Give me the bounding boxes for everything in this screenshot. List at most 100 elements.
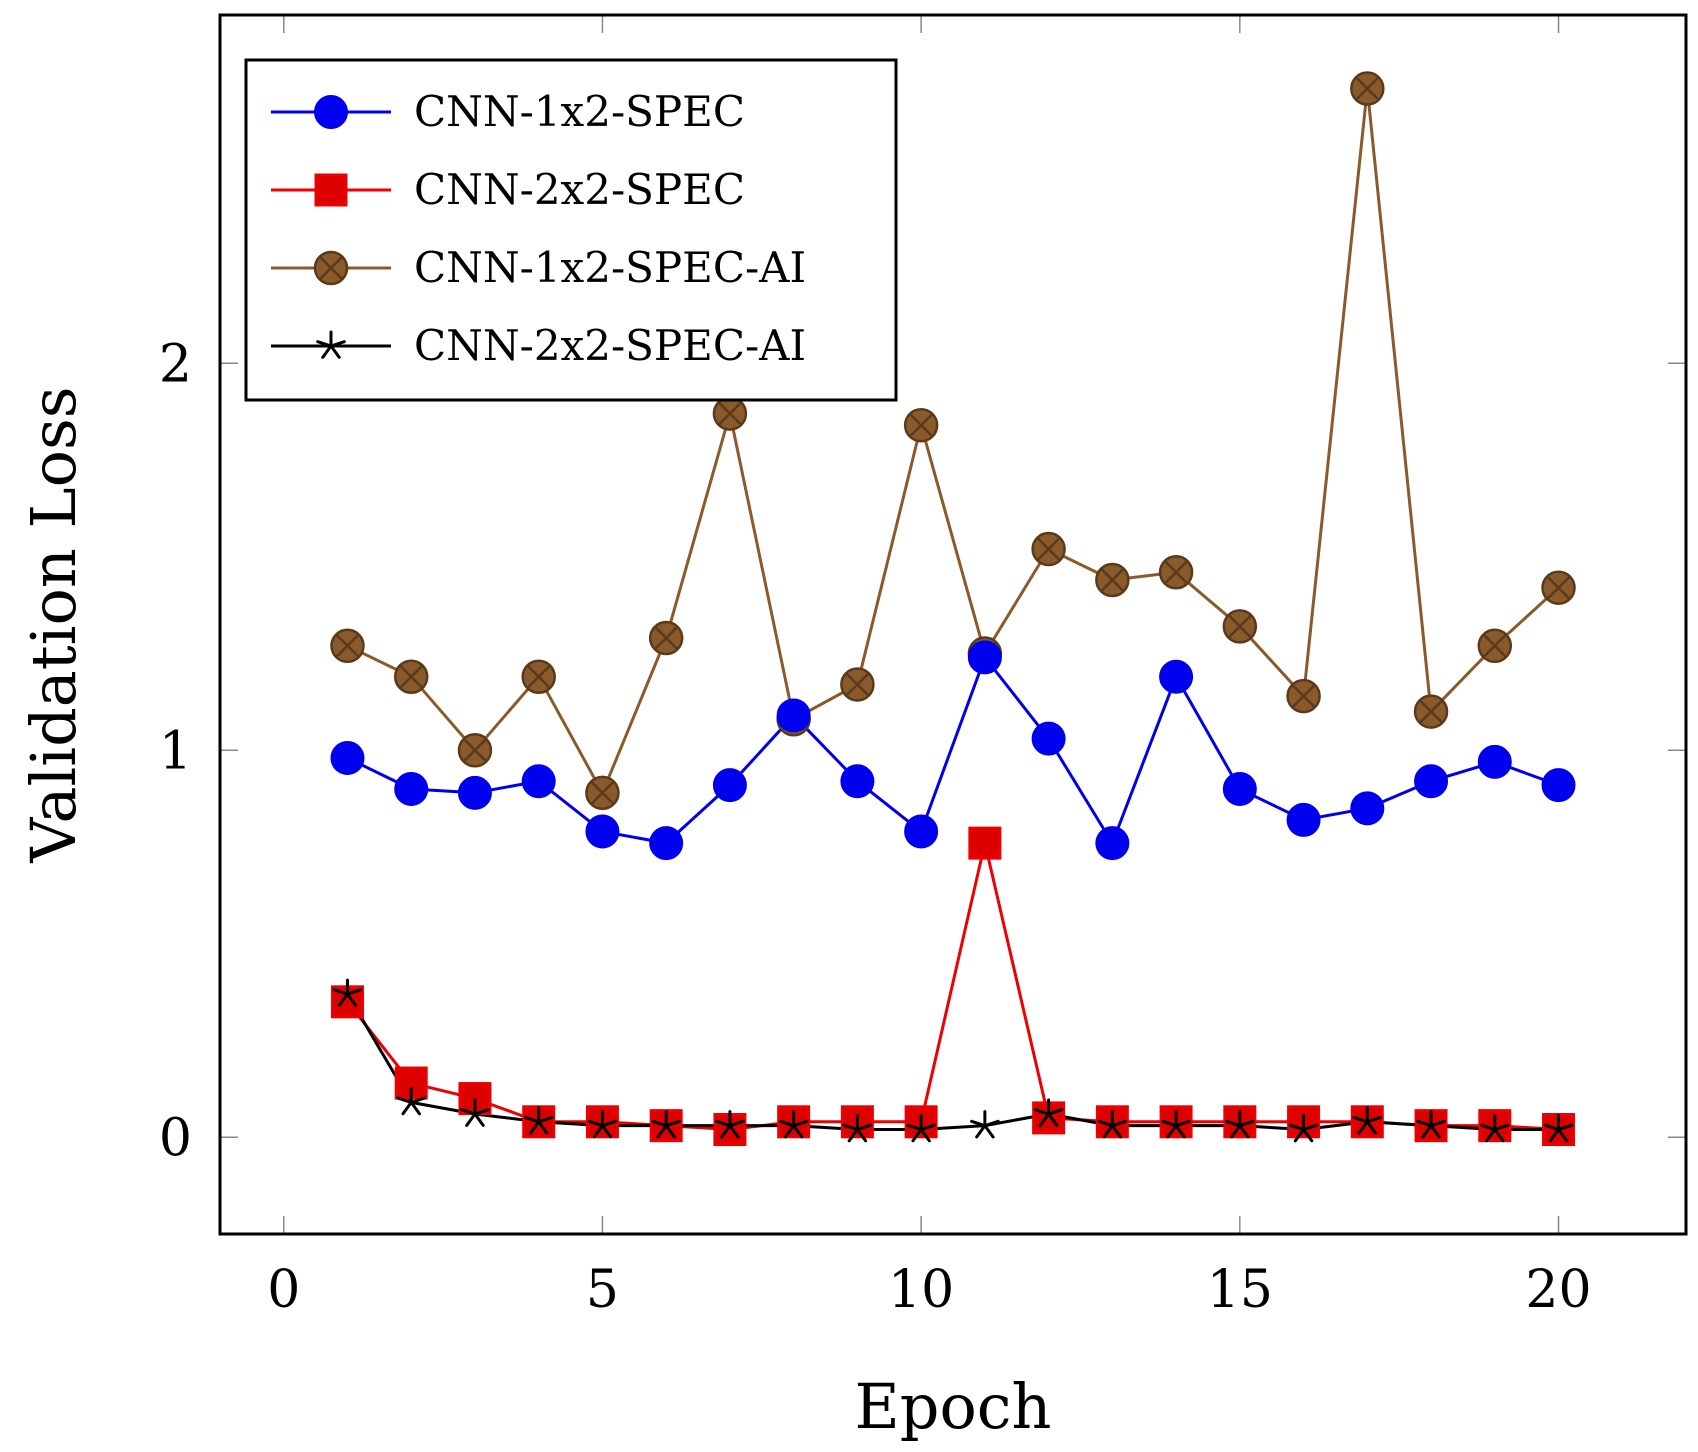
marker-spoke [600, 1124, 613, 1139]
marker-spoke [1102, 1124, 1114, 1139]
data-point [970, 1110, 1000, 1139]
data-point [1477, 628, 1513, 664]
marker-cross-b [1164, 560, 1188, 585]
plot-frame [218, 13, 1688, 1236]
marker-spoke [396, 1096, 413, 1104]
data-point [1416, 1110, 1446, 1139]
data-point [1161, 1110, 1191, 1139]
marker-spoke [1174, 1124, 1186, 1139]
data-point [1031, 531, 1066, 567]
data-point [1350, 791, 1385, 826]
marker-spoke [1110, 1119, 1128, 1128]
marker-spoke [1421, 1124, 1433, 1139]
marker-spoke [1225, 1119, 1242, 1128]
data-point [842, 1114, 873, 1143]
marker-spoke [970, 1119, 987, 1128]
data-point [968, 826, 1002, 860]
data-point [460, 1098, 490, 1127]
series-line-3 [346, 87, 1560, 795]
data-point [1031, 721, 1066, 756]
marker-spoke [1038, 1112, 1051, 1127]
data-point [393, 659, 429, 694]
data-point [457, 733, 493, 768]
marker-spoke [473, 1112, 485, 1127]
marker-spoke [919, 1128, 931, 1143]
data-point [396, 1086, 427, 1116]
data-point [330, 628, 365, 664]
data-point [903, 407, 939, 443]
data-point [1413, 694, 1449, 729]
legend-item: CNN-1x2-SPEC-AI [271, 243, 806, 292]
legend-item: CNN-1x2-SPEC [271, 87, 745, 136]
marker-spoke [1493, 1123, 1510, 1132]
marker-spoke [792, 1119, 809, 1128]
axis-tick-labels: 0 5 10 15 20 0 1 2 [159, 334, 1592, 1320]
marker-spoke [537, 1115, 554, 1124]
marker-spoke [332, 988, 349, 996]
data-point [651, 1110, 681, 1139]
marker-spoke [409, 1100, 421, 1116]
data-point [906, 1114, 936, 1143]
marker-spoke [664, 1119, 681, 1128]
marker-spoke [1174, 1119, 1191, 1128]
data-point [521, 764, 556, 799]
data-point [1352, 1106, 1383, 1135]
marker-spoke [473, 1108, 490, 1116]
series-markers [330, 71, 1576, 1147]
marker-spoke [1548, 1128, 1561, 1143]
marker-spoke [321, 344, 333, 359]
marker-cross-b [1227, 614, 1252, 639]
data-point [712, 396, 748, 431]
marker-spoke [1097, 1119, 1114, 1128]
marker-spoke [1161, 1119, 1178, 1128]
data-point [1477, 744, 1512, 779]
data-point [1095, 562, 1130, 598]
marker-spoke [329, 340, 346, 348]
series-markers-1 [330, 640, 1576, 861]
marker-spoke [919, 1123, 936, 1132]
marker-spoke [656, 1124, 668, 1139]
marker-spoke [728, 1124, 740, 1139]
marker-spoke [728, 1119, 745, 1128]
data-point [1097, 1110, 1128, 1139]
data-point [1159, 659, 1194, 694]
marker-spoke [847, 1128, 859, 1143]
data-point [1158, 555, 1194, 590]
data-point [904, 814, 939, 849]
marker-spoke [664, 1124, 676, 1139]
marker-spoke [911, 1128, 923, 1143]
y-tick-label: 2 [159, 334, 192, 394]
marker-cross-b [335, 633, 360, 658]
marker-cross-b [654, 626, 679, 650]
marker-spoke [1352, 1115, 1369, 1124]
axis-ticks [220, 15, 1686, 1234]
marker-spoke [329, 344, 341, 359]
x-tick-label: 5 [586, 1260, 619, 1320]
legend-label: CNN-1x2-SPEC [414, 87, 745, 136]
marker-spoke [345, 992, 358, 1007]
data-point [1222, 771, 1257, 806]
marker-cross-b [1355, 76, 1380, 101]
marker-spoke [1047, 1108, 1064, 1116]
data-point [840, 667, 875, 702]
marker-cross-b [319, 256, 343, 280]
marker-spoke [1238, 1119, 1255, 1128]
marker-cross-b [399, 664, 424, 689]
data-point [1414, 1109, 1448, 1143]
legend-item: CNN-2x2-SPEC [271, 165, 745, 214]
legend-item: CNN-2x2-SPEC-AI [271, 321, 806, 370]
series-line-2 [346, 841, 1559, 1131]
legend-marker [314, 173, 348, 207]
data-point [1541, 768, 1576, 803]
data-point [1479, 1114, 1510, 1143]
marker-spoke [1557, 1123, 1574, 1132]
marker-cross-b [1419, 699, 1443, 724]
marker-spoke [523, 1115, 541, 1124]
marker-spoke [1479, 1123, 1497, 1132]
data-point [840, 1105, 874, 1139]
marker-spoke [465, 1112, 477, 1127]
marker-cross-b [1036, 537, 1061, 561]
marker-spoke [592, 1124, 604, 1139]
data-point [715, 1110, 745, 1139]
